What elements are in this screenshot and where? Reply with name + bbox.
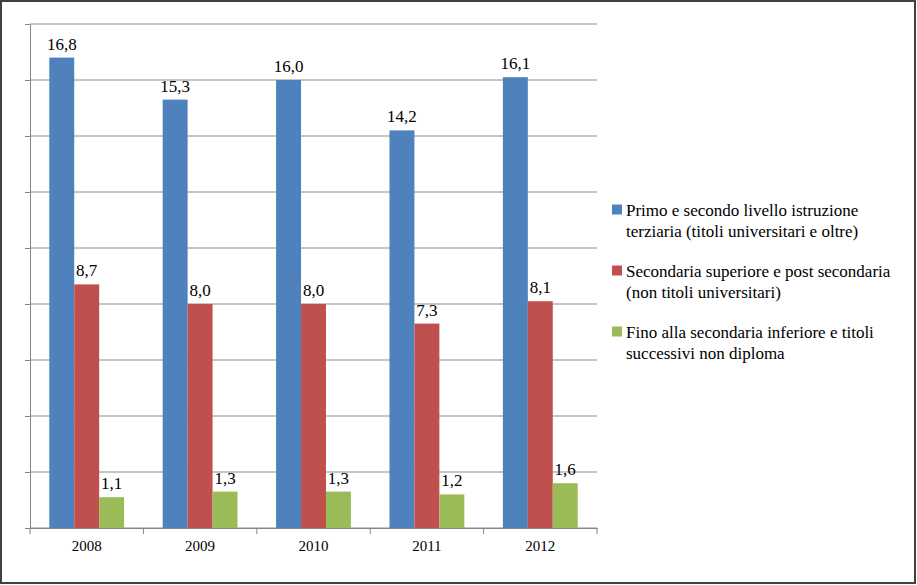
category-separator xyxy=(30,528,31,534)
x-tick: 2009 xyxy=(185,528,215,554)
chart: 2008 2009 2010 2011 2012 16,8 15,3 16,0 14,2 16,1… xyxy=(0,0,917,585)
data-label: 8,1 xyxy=(530,278,551,297)
y-tick xyxy=(25,416,30,417)
x-tick-label: 2011 xyxy=(412,538,441,554)
data-label: 16,0 xyxy=(274,57,304,76)
legend-swatch xyxy=(612,327,622,337)
y-tick-mark xyxy=(25,360,30,361)
data-label: 1,2 xyxy=(441,471,462,490)
x-axis: 2008 2009 2010 2011 2012 xyxy=(30,528,598,554)
y-tick xyxy=(25,360,30,361)
category-separator xyxy=(370,528,371,534)
y-tick-mark xyxy=(25,304,30,305)
data-labels: 16,8 15,3 16,0 14,2 16,1 8,7 8,0 8,0 7,3 8,1 1,1 1,… xyxy=(47,35,576,494)
bar xyxy=(74,284,99,528)
bars xyxy=(49,58,577,528)
data-label: 1,6 xyxy=(555,460,576,479)
bar xyxy=(528,301,553,528)
y-tick xyxy=(25,528,30,529)
y-tick-mark xyxy=(25,24,30,25)
data-label: 16,1 xyxy=(500,54,530,73)
plot-area: 2008 2009 2010 2011 2012 16,8 15,3 16,0 14,2 16,1… xyxy=(25,24,598,554)
x-tick-label: 2012 xyxy=(525,538,555,554)
y-tick xyxy=(25,472,30,473)
category-separator xyxy=(483,528,484,534)
x-tick-label: 2010 xyxy=(299,538,329,554)
x-axis-line xyxy=(31,528,598,529)
bar-series xyxy=(99,483,578,528)
y-tick-mark xyxy=(25,416,30,417)
y-tick-mark xyxy=(25,472,30,473)
chart-border xyxy=(1,1,915,583)
x-tick: 2012 xyxy=(525,528,555,554)
category-separator xyxy=(143,528,144,534)
category-separator xyxy=(256,528,257,534)
data-label: 1,3 xyxy=(214,469,235,488)
data-label: 1,1 xyxy=(101,474,122,493)
bar xyxy=(326,492,351,528)
legend-swatch xyxy=(612,266,622,276)
data-label: 1,3 xyxy=(328,469,349,488)
bar xyxy=(276,80,301,528)
y-tick-mark xyxy=(25,528,30,529)
bar xyxy=(301,304,326,528)
data-label: 14,2 xyxy=(387,107,417,126)
bar xyxy=(553,483,578,528)
grid xyxy=(30,24,597,528)
data-label: 8,0 xyxy=(189,281,210,300)
x-tick: 2008 xyxy=(72,528,102,554)
x-tick: 2011 xyxy=(412,528,441,554)
legend: Primo e secondo livello istruzioneterzia… xyxy=(612,201,891,363)
grid-line xyxy=(30,24,597,25)
bar xyxy=(389,130,414,528)
bar xyxy=(163,100,188,528)
bar xyxy=(414,324,439,528)
y-tick xyxy=(25,136,30,137)
data-label: 16,8 xyxy=(47,35,77,54)
x-tick: 2010 xyxy=(299,528,329,554)
legend-swatch xyxy=(612,205,622,215)
y-tick xyxy=(25,24,30,25)
y-axis-line xyxy=(30,25,31,529)
y-tick-mark xyxy=(25,80,30,81)
bar xyxy=(213,492,238,528)
bar xyxy=(503,77,528,528)
y-axis xyxy=(25,25,31,529)
category-separator xyxy=(597,528,598,534)
y-tick xyxy=(25,248,30,249)
x-tick-label: 2009 xyxy=(185,538,215,554)
legend-label: Fino alla secondaria inferiore e titolis… xyxy=(626,323,874,363)
bar xyxy=(188,304,213,528)
data-label: 8,0 xyxy=(303,281,324,300)
y-tick-mark xyxy=(25,192,30,193)
bar-series xyxy=(74,284,553,528)
data-label: 7,3 xyxy=(416,301,437,320)
bar xyxy=(439,494,464,528)
bar xyxy=(99,497,124,528)
category-separators xyxy=(30,528,597,534)
legend-label: Primo e secondo livello istruzioneterzia… xyxy=(626,201,858,241)
y-tick-mark xyxy=(25,136,30,137)
bar-series xyxy=(49,58,528,528)
x-tick-label: 2008 xyxy=(72,538,102,554)
data-label: 8,7 xyxy=(76,261,98,280)
y-tick xyxy=(25,304,30,305)
y-tick xyxy=(25,192,30,193)
legend-label: Secondaria superiore e post secondaria(n… xyxy=(626,262,891,302)
data-label: 15,3 xyxy=(160,77,190,96)
bar xyxy=(49,58,74,528)
y-tick-mark xyxy=(25,248,30,249)
y-tick xyxy=(25,80,30,81)
